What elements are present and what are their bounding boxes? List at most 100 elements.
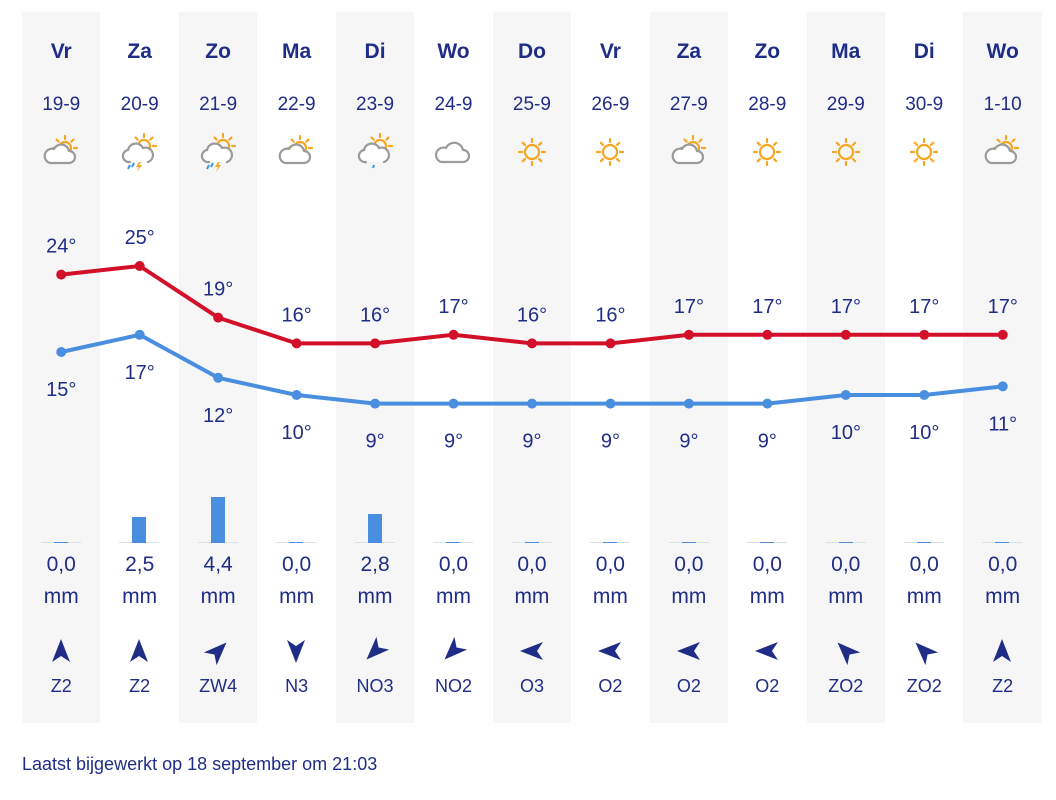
wind-label: ZO2	[906, 676, 942, 696]
wind-arrow-icon	[47, 637, 75, 665]
precip-amount: 0,0	[595, 553, 625, 576]
precip-amount: 0,0	[281, 553, 312, 576]
precip-unit: mm	[671, 585, 707, 608]
high-temp-label: 16°	[360, 304, 390, 326]
day-name: Zo	[754, 40, 781, 63]
partly-cloudy-icon	[41, 132, 81, 172]
day-column: Ma 22-9 0,0 mm N3	[257, 12, 335, 723]
wind-label: O2	[598, 676, 623, 696]
sunny-icon	[512, 132, 552, 172]
precip-unit: mm	[828, 585, 864, 608]
low-temp-point	[134, 329, 145, 340]
low-temp-label: 11°	[988, 413, 1017, 435]
day-date: 29-9	[826, 94, 865, 115]
last-updated-text: Laatst bijgewerkt op 18 september om 21:…	[22, 754, 378, 774]
wind-label: O2	[755, 676, 780, 696]
day-name: Di	[913, 40, 935, 63]
high-temp-point	[526, 338, 537, 349]
low-temp-point	[762, 398, 773, 409]
low-temp-point	[370, 398, 381, 409]
low-temp-label: 9°	[679, 431, 698, 453]
day-date: 22-9	[277, 94, 316, 115]
high-temp-point	[213, 312, 224, 323]
light-rain-partly-sunny-icon	[355, 132, 395, 172]
day-column: Vr 26-9 0,0 mm O2	[571, 12, 649, 723]
day-column: Vr 19-9 0,0 mm Z2	[22, 12, 101, 723]
day-date: 24-9	[434, 94, 473, 115]
cloudy-icon	[433, 132, 473, 172]
low-temp-point	[448, 398, 459, 409]
low-temp-label: 9°	[758, 431, 777, 453]
day-column: Di 23-9 2,8 mm NO3	[335, 12, 415, 723]
low-temp-point	[840, 390, 851, 400]
day-date: 30-9	[905, 94, 944, 115]
precip-amount: 0,0	[831, 553, 861, 576]
precip-amount: 2,8	[360, 553, 390, 576]
wind-label: ZO2	[828, 676, 864, 696]
low-temp-point	[605, 398, 616, 409]
day-date: 1-10	[983, 94, 1022, 115]
precip-amount: 0,0	[46, 553, 76, 576]
high-temp-label: 24°	[46, 236, 76, 258]
day-date: 20-9	[120, 94, 159, 115]
day-date: 26-9	[591, 94, 630, 115]
wind-arrow-icon	[988, 637, 1016, 665]
wind-arrow-icon	[596, 637, 624, 665]
low-temp-point	[683, 398, 694, 409]
thunderstorm-partly-sunny-icon	[198, 132, 238, 172]
high-temp-label: 17°	[674, 296, 704, 318]
high-temp-point	[997, 329, 1008, 340]
high-temp-label: 16°	[595, 304, 625, 326]
high-temp-label: 19°	[203, 279, 233, 301]
precip-amount: 0,0	[438, 553, 469, 576]
day-name: Di	[364, 40, 386, 63]
precip-amount: 0,0	[517, 553, 547, 576]
day-date: 25-9	[512, 94, 551, 115]
low-temp-label: 9°	[522, 431, 541, 453]
low-temp-label: 12°	[203, 405, 233, 427]
wind-arrow-icon	[910, 637, 939, 666]
high-temp-point	[291, 338, 302, 349]
low-temp-label: 15°	[46, 379, 76, 401]
high-temp-point	[762, 329, 773, 340]
precip-bar	[289, 542, 304, 543]
precip-bar	[916, 542, 931, 543]
day-column: Za 27-9 0,0 mm O2	[649, 12, 729, 723]
low-temp-label: 9°	[366, 431, 385, 453]
precip-bar	[681, 542, 696, 543]
wind-arrow-icon	[439, 636, 468, 665]
precip-amount: 0,0	[988, 553, 1018, 576]
precip-unit: mm	[592, 585, 628, 608]
low-temp-label: 9°	[601, 431, 620, 453]
sunny-icon	[590, 132, 630, 172]
precip-bar	[132, 516, 147, 543]
precip-bar	[367, 513, 382, 543]
low-temp-point	[526, 398, 537, 409]
precip-unit: mm	[357, 585, 393, 608]
high-temp-point	[840, 329, 851, 340]
high-temp-point	[919, 329, 930, 340]
wind-label: NO2	[434, 676, 472, 696]
wind-label: Z2	[992, 676, 1014, 696]
day-date: 19-9	[42, 94, 81, 115]
wind-label: Z2	[50, 676, 72, 696]
precip-amount: 2,5	[125, 553, 155, 576]
precip-unit: mm	[514, 585, 550, 608]
day-date: 28-9	[748, 94, 787, 115]
high-temp-label: 17°	[831, 296, 861, 318]
precip-unit: mm	[200, 585, 236, 608]
precip-unit: mm	[122, 585, 158, 608]
high-temp-label: 25°	[125, 227, 155, 249]
day-name: Za	[676, 40, 702, 63]
high-temp-point	[56, 269, 67, 280]
high-temp-label: 17°	[438, 296, 468, 318]
sunny-icon	[904, 132, 944, 172]
day-name: Wo	[986, 40, 1019, 63]
day-date: 27-9	[669, 94, 708, 115]
low-temp-point	[997, 381, 1008, 392]
wind-label: N3	[285, 676, 309, 696]
day-column: Wo 24-9 0,0 mm NO2	[414, 12, 492, 723]
partly-cloudy-icon	[276, 132, 316, 172]
wind-label: Z2	[129, 676, 151, 696]
day-name: Za	[127, 40, 152, 63]
